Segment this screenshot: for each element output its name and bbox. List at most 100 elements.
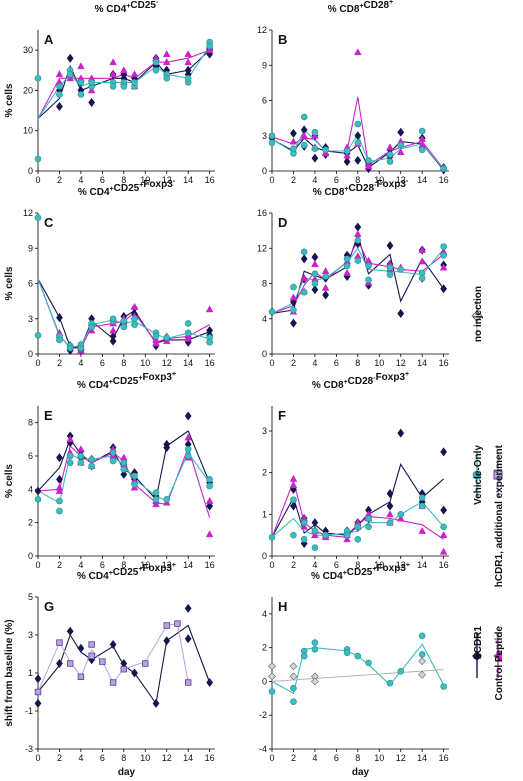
data-point-vehicle [184, 446, 192, 453]
data-point-vehicle [120, 459, 128, 466]
data-point-control [289, 481, 298, 489]
data-point-vehicle [88, 79, 95, 86]
legend-marker [472, 470, 482, 480]
data-point-vehicle [354, 523, 362, 531]
series-line-noinj [271, 669, 444, 682]
data-point-additional [174, 620, 181, 627]
y-tick-label: 0 [262, 676, 267, 686]
x-tick-label: 14 [417, 358, 427, 368]
legend-marker [472, 651, 482, 661]
data-point-hcdr1 [56, 659, 63, 668]
x-tick-label: 6 [100, 560, 105, 570]
data-point-additional [109, 679, 117, 686]
x-tick-label: 16 [439, 753, 449, 763]
x-tick-label: 12 [162, 753, 172, 763]
x-tick-label: 10 [374, 560, 384, 570]
x-tick-label: 16 [205, 358, 215, 368]
data-point-vehicle [163, 75, 171, 82]
data-point-control [152, 339, 160, 347]
data-point-noinj [289, 672, 298, 681]
y-tick-label: 1 [262, 509, 267, 519]
data-point-vehicle [163, 496, 171, 503]
data-point-hcdr1 [386, 489, 394, 498]
data-point-vehicle [290, 698, 297, 706]
panel-letter: G [44, 599, 54, 614]
data-point-additional [34, 688, 42, 696]
data-point-hcdr1 [386, 241, 394, 251]
data-point-vehicle [386, 519, 394, 526]
data-point-hcdr1 [343, 157, 351, 167]
data-point-hcdr1 [56, 102, 63, 112]
y-axis-label: % cells [4, 83, 15, 117]
data-point-hcdr1 [56, 313, 63, 323]
data-point-hcdr1 [311, 518, 319, 528]
data-point-hcdr1 [311, 285, 319, 295]
data-point-control [418, 526, 427, 534]
y-axis-label: % cells [4, 464, 15, 498]
legend-item: Control Peptide [493, 626, 505, 700]
x-tick-label: 14 [417, 753, 427, 763]
data-point-control [289, 293, 298, 301]
data-point-vehicle [440, 243, 447, 250]
x-tick-label: 8 [121, 560, 126, 570]
y-tick-label: -1 [25, 706, 33, 716]
data-point-vehicle [120, 466, 128, 473]
data-point-control [353, 230, 362, 237]
data-point-vehicle [184, 329, 192, 337]
y-tick-label: 12 [23, 208, 33, 218]
data-point-control [343, 535, 351, 543]
data-point-vehicle [300, 113, 308, 121]
x-tick-label: 6 [100, 753, 105, 763]
data-point-control [321, 267, 330, 275]
y-axis-label: shift from baseline (%) [4, 619, 15, 726]
data-point-hcdr1 [66, 626, 74, 636]
series-line-hcdr1 [37, 278, 210, 348]
data-point-vehicle [131, 321, 138, 328]
data-point-noinj [418, 670, 427, 679]
data-point-vehicle [268, 308, 276, 316]
data-point-vehicle [88, 456, 95, 463]
data-point-hcdr1 [152, 698, 160, 708]
data-point-vehicle [120, 83, 128, 90]
data-point-vehicle [397, 266, 405, 273]
panel-letter: D [278, 215, 287, 230]
data-point-noinj [268, 672, 276, 681]
data-point-hcdr1 [397, 127, 405, 137]
data-point-hcdr1 [184, 603, 192, 613]
panel-a: % CD4+CD25- 0 10 20 30 0 2 4 6 8 10 12 14 16 A % cells [4, 0, 215, 185]
data-point-vehicle [418, 494, 426, 501]
data-point-vehicle [268, 533, 276, 541]
x-tick-label: 8 [121, 358, 126, 368]
data-point-vehicle [397, 668, 405, 675]
data-point-control [162, 50, 171, 58]
x-tick-label: 6 [334, 358, 339, 368]
panel-title: % CD8+CD28+ [328, 0, 393, 15]
y-tick-label: 8 [262, 279, 267, 289]
data-point-vehicle [88, 323, 95, 331]
data-point-vehicle [354, 652, 362, 660]
x-tick-label: 10 [140, 175, 150, 185]
data-point-vehicle [34, 155, 42, 163]
x-tick-label: 2 [57, 560, 62, 570]
data-point-vehicle [88, 462, 95, 470]
x-tick-label: 14 [183, 753, 193, 763]
panel-e: % CD4+CD25+Foxp3+ 0 2 4 6 8 0 2 4 6 8 10 12 14 16 E % ce… [4, 371, 215, 570]
x-tick-label: 2 [291, 358, 296, 368]
data-point-hcdr1 [34, 698, 42, 708]
x-tick-label: 4 [312, 560, 317, 570]
data-point-vehicle [386, 151, 394, 158]
data-point-control [439, 263, 448, 271]
y-tick-label: 10 [23, 126, 33, 136]
x-tick-label: 6 [100, 358, 105, 368]
x-tick-label: 12 [162, 358, 172, 368]
data-point-control [386, 510, 394, 518]
data-point-additional [184, 679, 192, 686]
data-point-control [109, 70, 117, 78]
legend-label: no injection [473, 286, 484, 342]
x-tick-label: 14 [417, 175, 427, 185]
x-tick-label: 12 [396, 560, 406, 570]
data-point-vehicle [311, 527, 319, 535]
data-point-vehicle [365, 157, 372, 164]
y-tick-label: 0 [28, 166, 33, 176]
